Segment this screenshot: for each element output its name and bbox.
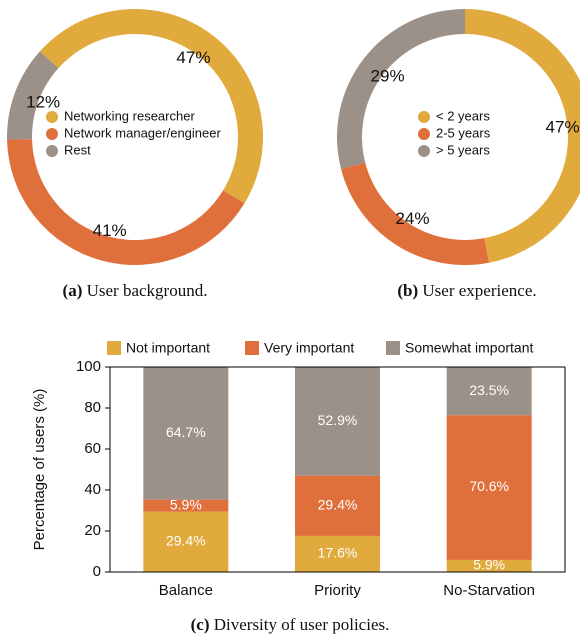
donut-segment xyxy=(7,139,245,265)
legend-swatch xyxy=(418,111,430,123)
x-tick-label: No-Starvation xyxy=(443,582,535,599)
value-label: 70.6% xyxy=(469,478,509,494)
y-axis-label: Percentage of users (%) xyxy=(31,389,48,551)
legend-swatch xyxy=(107,341,121,355)
y-tick-label: 40 xyxy=(84,481,101,498)
legend-swatch xyxy=(46,128,58,140)
legend-label: Rest xyxy=(64,142,91,157)
legend-swatch xyxy=(386,341,400,355)
value-label: 52.9% xyxy=(318,412,358,428)
caption: (c) Diversity of user policies. xyxy=(191,615,390,634)
legend-label: > 5 years xyxy=(436,142,490,157)
bar-segment xyxy=(295,535,380,572)
bar-segment xyxy=(446,415,532,560)
legend-label: Networking researcher xyxy=(64,108,195,123)
value-label: 24% xyxy=(395,209,429,228)
legend-swatch xyxy=(46,145,58,157)
y-tick-label: 60 xyxy=(84,440,101,457)
caption-text: User background. xyxy=(82,281,207,300)
value-label: 23.5% xyxy=(469,382,509,398)
value-label: 47% xyxy=(176,48,210,67)
caption: (b) User experience. xyxy=(397,281,536,300)
value-label: 47% xyxy=(546,117,580,136)
bar-segment xyxy=(446,367,532,416)
legend-label: Somewhat important xyxy=(405,340,534,356)
y-tick-label: 100 xyxy=(76,358,101,375)
x-tick-label: Balance xyxy=(159,582,213,599)
legend-swatch xyxy=(418,145,430,157)
value-label: 5.9% xyxy=(170,496,202,512)
y-tick-label: 80 xyxy=(84,399,101,416)
bar-segment xyxy=(143,499,229,512)
legend-label: Network manager/engineer xyxy=(64,125,221,140)
donut-segment xyxy=(6,51,59,140)
value-label: 41% xyxy=(93,221,127,240)
value-label: 12% xyxy=(26,92,60,111)
plot-frame xyxy=(109,366,566,573)
caption-tag: (a) xyxy=(63,281,83,300)
value-label: 5.9% xyxy=(473,557,505,573)
y-tick-label: 20 xyxy=(84,522,101,539)
legend-label: < 2 years xyxy=(436,108,490,123)
value-label: 29% xyxy=(371,66,405,85)
value-label: 17.6% xyxy=(318,545,358,561)
legend-swatch xyxy=(245,341,259,355)
caption-tag: (c) xyxy=(191,615,210,634)
legend-label: Not important xyxy=(126,340,210,356)
caption: (a) User background. xyxy=(63,281,208,300)
legend-label: Very important xyxy=(264,340,354,356)
value-label: 29.4% xyxy=(166,533,206,549)
bar-segment xyxy=(295,367,380,476)
value-label: 29.4% xyxy=(318,496,358,512)
legend-swatch xyxy=(418,128,430,140)
legend-swatch xyxy=(46,111,58,123)
value-label: 64.7% xyxy=(166,424,206,440)
caption-tag: (b) xyxy=(397,281,418,300)
caption-text: User experience. xyxy=(418,281,536,300)
donut-segment xyxy=(39,8,263,204)
donut-segment xyxy=(465,9,580,263)
legend-label: 2-5 years xyxy=(436,125,491,140)
donut-segment xyxy=(336,9,465,169)
bar-segment xyxy=(143,511,229,572)
bar-segment xyxy=(143,367,229,500)
bar-segment xyxy=(446,559,532,572)
bar-segment xyxy=(295,475,380,536)
y-tick-label: 0 xyxy=(93,563,101,580)
x-tick-label: Priority xyxy=(314,582,361,599)
donut-segment xyxy=(341,162,489,265)
caption-text: Diversity of user policies. xyxy=(209,615,389,634)
